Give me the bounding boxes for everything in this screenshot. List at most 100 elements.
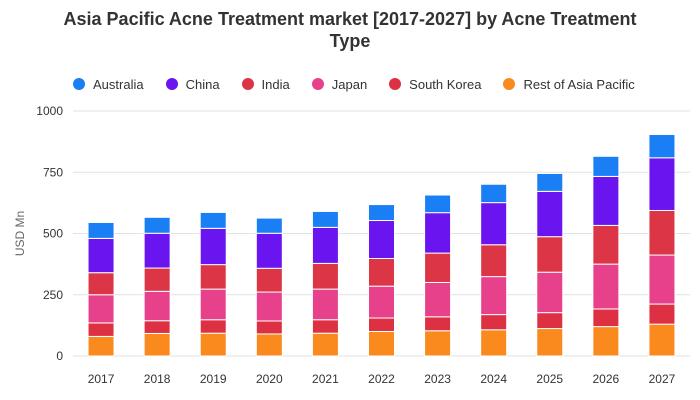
x-tick-label-2024: 2024 bbox=[480, 372, 507, 386]
y-axis-label: USD Mn bbox=[13, 211, 27, 256]
bar-rest-of-asia-pacific-2027 bbox=[648, 323, 676, 357]
bar-china-2021 bbox=[311, 226, 339, 264]
bar-australia-2018 bbox=[143, 216, 171, 234]
bar-south-korea-2025 bbox=[536, 312, 564, 330]
legend-label-rest-of-asia-pacific: Rest of Asia Pacific bbox=[523, 76, 635, 92]
bar-japan-2021 bbox=[311, 288, 339, 321]
bar-japan-2024 bbox=[480, 276, 508, 316]
bar-japan-2025 bbox=[536, 271, 564, 314]
legend-marker-rest-of-asia-pacific bbox=[503, 78, 516, 90]
bar-japan-2026 bbox=[592, 263, 620, 310]
bar-japan-2019 bbox=[199, 288, 227, 321]
bar-south-korea-2021 bbox=[311, 319, 339, 334]
bar-china-2019 bbox=[199, 227, 227, 266]
legend-item-japan[interactable]: Japan bbox=[311, 76, 368, 92]
bar-india-2024 bbox=[480, 244, 508, 278]
legend-marker-south-korea bbox=[389, 78, 402, 90]
x-tick-label-2017: 2017 bbox=[88, 372, 115, 386]
x-tick-label-2019: 2019 bbox=[200, 372, 227, 386]
legend-item-india[interactable]: India bbox=[241, 76, 290, 92]
bar-australia-2020 bbox=[255, 217, 283, 234]
bar-south-korea-2017 bbox=[87, 322, 115, 337]
bar-china-2027 bbox=[648, 157, 676, 211]
bar-india-2023 bbox=[424, 252, 452, 284]
bar-china-2017 bbox=[87, 237, 115, 274]
bar-south-korea-2022 bbox=[368, 317, 395, 332]
x-tick-label-2022: 2022 bbox=[368, 372, 395, 386]
bar-south-korea-2020 bbox=[255, 320, 283, 335]
legend-item-china[interactable]: China bbox=[165, 76, 220, 92]
legend-label-china: China bbox=[185, 76, 220, 92]
bar-rest-of-asia-pacific-2020 bbox=[255, 333, 283, 357]
bar-india-2021 bbox=[311, 262, 339, 290]
bar-india-2025 bbox=[536, 236, 564, 273]
x-tick-label-2025: 2025 bbox=[536, 372, 563, 386]
legend-label-india: India bbox=[261, 76, 290, 92]
y-tick-label-0: 0 bbox=[56, 349, 63, 363]
bar-south-korea-2026 bbox=[592, 308, 620, 328]
y-tick-label-1000: 1000 bbox=[36, 104, 63, 118]
x-tick-label-2021: 2021 bbox=[312, 372, 339, 386]
legend-item-south-korea[interactable]: South Korea bbox=[389, 77, 481, 92]
legend-label-australia: Australia bbox=[93, 76, 144, 92]
bar-rest-of-asia-pacific-2022 bbox=[368, 331, 395, 357]
bar-india-2017 bbox=[87, 272, 115, 296]
bar-rest-of-asia-pacific-2025 bbox=[536, 328, 564, 357]
chart-legend: Australia China India Japan South Korea … bbox=[73, 74, 657, 94]
bar-australia-2027 bbox=[648, 134, 676, 159]
bar-china-2024 bbox=[480, 202, 508, 246]
legend-item-rest-of-asia-pacific[interactable]: Rest of Asia Pacific bbox=[503, 76, 635, 92]
bar-china-2022 bbox=[368, 220, 395, 259]
x-tick-label-2020: 2020 bbox=[256, 372, 283, 386]
bar-rest-of-asia-pacific-2017 bbox=[87, 335, 115, 357]
legend-marker-china bbox=[165, 78, 178, 90]
bar-south-korea-2024 bbox=[480, 314, 508, 331]
bar-china-2023 bbox=[424, 212, 452, 254]
bar-australia-2022 bbox=[368, 204, 395, 222]
bar-rest-of-asia-pacific-2024 bbox=[480, 329, 508, 357]
bar-china-2025 bbox=[536, 190, 564, 238]
x-tick-label-2026: 2026 bbox=[593, 372, 620, 386]
bar-rest-of-asia-pacific-2018 bbox=[143, 332, 171, 357]
bar-japan-2023 bbox=[424, 282, 452, 318]
legend-marker-australia bbox=[73, 78, 85, 90]
chart-title-line-2: Type bbox=[329, 31, 371, 51]
legend-item-australia[interactable]: Australia bbox=[73, 77, 144, 92]
bar-south-korea-2023 bbox=[424, 316, 452, 332]
bar-south-korea-2018 bbox=[143, 320, 171, 334]
bar-china-2020 bbox=[255, 232, 283, 269]
y-tick-label-750: 750 bbox=[43, 165, 63, 179]
legend-marker-japan bbox=[311, 78, 324, 90]
bar-australia-2026 bbox=[592, 155, 620, 177]
bar-australia-2019 bbox=[199, 211, 227, 229]
y-tick-label-250: 250 bbox=[43, 288, 63, 302]
bar-india-2026 bbox=[592, 224, 620, 265]
bar-india-2020 bbox=[255, 267, 283, 293]
legend-marker-india bbox=[241, 78, 254, 90]
bar-rest-of-asia-pacific-2023 bbox=[424, 330, 452, 357]
bar-japan-2020 bbox=[255, 291, 283, 322]
bar-japan-2017 bbox=[87, 294, 115, 324]
bar-australia-2021 bbox=[311, 210, 339, 228]
x-tick-label-2018: 2018 bbox=[144, 372, 171, 386]
legend-label-south-korea: South Korea bbox=[409, 76, 482, 92]
bar-rest-of-asia-pacific-2026 bbox=[592, 326, 620, 357]
bar-japan-2027 bbox=[648, 254, 676, 305]
x-tick-label-2023: 2023 bbox=[424, 372, 451, 386]
x-tick-label-2027: 2027 bbox=[649, 372, 676, 386]
chart-title: Asia Pacific Acne Treatment market [2017… bbox=[0, 8, 700, 52]
bar-australia-2023 bbox=[424, 194, 452, 214]
bar-india-2018 bbox=[143, 267, 171, 292]
legend-label-japan: Japan bbox=[331, 76, 368, 92]
bar-india-2019 bbox=[199, 264, 227, 290]
bar-india-2022 bbox=[368, 257, 395, 287]
bar-china-2018 bbox=[143, 232, 171, 269]
bar-india-2027 bbox=[648, 209, 676, 256]
bar-rest-of-asia-pacific-2021 bbox=[311, 332, 339, 357]
bar-australia-2017 bbox=[87, 221, 115, 239]
bar-japan-2018 bbox=[143, 290, 171, 322]
bar-south-korea-2027 bbox=[648, 303, 676, 325]
bar-rest-of-asia-pacific-2019 bbox=[199, 332, 227, 357]
